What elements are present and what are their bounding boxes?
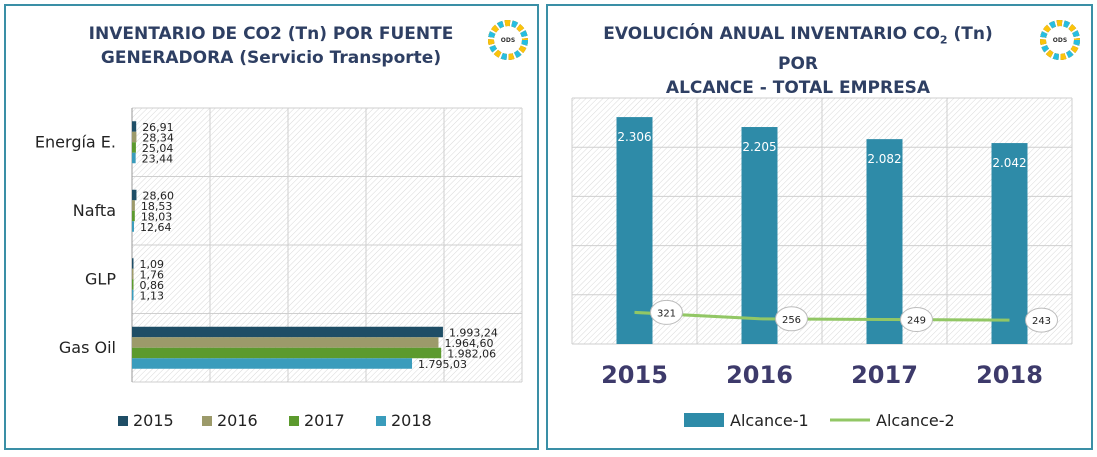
data-label: 25,04 bbox=[142, 142, 174, 155]
co2-by-source-title: INVENTARIO DE CO2 (Tn) POR FUENTE GENERA… bbox=[66, 22, 476, 70]
data-label-bubble bbox=[1025, 307, 1058, 333]
co2-by-scope-title: EVOLUCIÓN ANUAL INVENTARIO CO2 (Tn) POR … bbox=[588, 22, 1008, 100]
data-label: 26,91 bbox=[142, 121, 174, 134]
legend-label: Alcance-2 bbox=[876, 411, 955, 430]
data-label: 1.982,06 bbox=[447, 347, 496, 360]
data-label: 1,09 bbox=[140, 258, 165, 271]
data-label: 1.993,24 bbox=[449, 326, 498, 339]
bar-alcance-1 bbox=[741, 127, 778, 344]
title-line-2: ALCANCE - TOTAL EMPRESA bbox=[665, 78, 931, 99]
bar-2015 bbox=[132, 121, 137, 132]
bar-2017 bbox=[132, 279, 134, 290]
legend-label: 2015 bbox=[133, 411, 174, 430]
category-label: Nafta bbox=[73, 201, 116, 220]
bar-alcance-1 bbox=[866, 139, 903, 344]
category-label: 2017 bbox=[851, 361, 918, 389]
bar-2018 bbox=[132, 289, 134, 301]
category-label: 2018 bbox=[976, 361, 1043, 389]
data-label: 2.042 bbox=[992, 156, 1026, 170]
bar-2016 bbox=[132, 268, 134, 280]
bar-2016 bbox=[132, 131, 137, 143]
co2-by-source-chart: Energía E. Nafta GLP Gas Oil 26,9128,3425,0… bbox=[35, 107, 523, 430]
legend-swatch-2017 bbox=[289, 416, 299, 426]
legend-label: 2018 bbox=[391, 411, 432, 430]
category-label: Gas Oil bbox=[59, 338, 116, 357]
data-label-bubble bbox=[900, 306, 933, 332]
legend-label: Alcance-1 bbox=[730, 411, 809, 430]
co2-by-source-panel: INVENTARIO DE CO2 (Tn) POR FUENTE GENERA… bbox=[4, 4, 539, 450]
line-alcance-2 bbox=[634, 310, 1010, 322]
bar-2018 bbox=[132, 152, 136, 164]
ods-logo-icon: ODS bbox=[1040, 20, 1080, 60]
bar-2015 bbox=[132, 258, 134, 269]
title-subscript: 2 bbox=[939, 33, 948, 47]
bar-2017 bbox=[132, 142, 136, 153]
title-line-2: GENERADORA (Servicio Transporte) bbox=[100, 48, 442, 68]
ods-logo-text: ODS bbox=[501, 37, 515, 44]
data-label: 18,03 bbox=[141, 210, 173, 223]
ods-logo-text: ODS bbox=[1053, 37, 1067, 44]
title-line-1: EVOLUCIÓN ANUAL INVENTARIO CO2 (Tn) POR bbox=[588, 22, 1008, 76]
data-label: 12,64 bbox=[140, 221, 172, 234]
data-label: 0,86 bbox=[140, 279, 165, 292]
category-label: 2016 bbox=[726, 361, 793, 389]
bar-2016 bbox=[132, 200, 135, 211]
legend-swatch-2015 bbox=[118, 416, 128, 426]
co2-by-scope-chart: 2.306 2.205 2.082 2.042 321 256 249 243 2015 20… bbox=[571, 97, 1073, 430]
data-label: 1.795,03 bbox=[418, 358, 467, 371]
data-label: 1,13 bbox=[140, 289, 165, 302]
bar-2016 bbox=[132, 337, 439, 348]
category-label: Energía E. bbox=[35, 132, 116, 151]
bar-2017 bbox=[132, 347, 442, 359]
data-label: 28,60 bbox=[142, 189, 174, 202]
data-label: 243 bbox=[1032, 316, 1051, 327]
data-label: 321 bbox=[657, 308, 676, 319]
legend-label: 2017 bbox=[304, 411, 345, 430]
legend-swatch-2018 bbox=[376, 416, 386, 426]
title-line-1: INVENTARIO DE CO2 (Tn) POR FUENTE bbox=[88, 24, 454, 44]
bar-2017 bbox=[132, 210, 135, 222]
data-label: 28,34 bbox=[142, 131, 174, 144]
data-label: 2.205 bbox=[742, 140, 776, 154]
data-label: 23,44 bbox=[142, 152, 174, 165]
data-label: 1,76 bbox=[140, 268, 165, 281]
legend-swatch-2016 bbox=[202, 416, 212, 426]
data-label: 2.082 bbox=[867, 152, 901, 166]
data-label: 2.306 bbox=[617, 130, 651, 144]
data-label: 18,53 bbox=[141, 200, 173, 213]
legend-label: 2016 bbox=[217, 411, 258, 430]
co2-by-scope-panel: EVOLUCIÓN ANUAL INVENTARIO CO2 (Tn) POR … bbox=[546, 4, 1093, 450]
data-label: 256 bbox=[782, 315, 801, 326]
bar-alcance-1 bbox=[991, 143, 1028, 344]
title-line-1-end: (Tn) POR bbox=[777, 24, 993, 75]
data-label-bubble bbox=[650, 299, 683, 325]
bar-2015 bbox=[132, 189, 137, 201]
bar-2018 bbox=[132, 358, 413, 369]
data-label: 249 bbox=[907, 315, 926, 326]
legend-swatch-alcance-1 bbox=[684, 413, 724, 427]
bar-2018 bbox=[132, 221, 134, 232]
bar-2015 bbox=[132, 326, 443, 338]
title-line-1-text: EVOLUCIÓN ANUAL INVENTARIO CO bbox=[603, 24, 940, 44]
bar-alcance-1 bbox=[616, 117, 653, 344]
category-label: GLP bbox=[85, 269, 116, 288]
ods-logo-icon: ODS bbox=[488, 20, 528, 60]
data-label: 1.964,60 bbox=[444, 337, 493, 350]
category-label: 2015 bbox=[601, 361, 668, 389]
data-label-bubble bbox=[775, 306, 808, 332]
